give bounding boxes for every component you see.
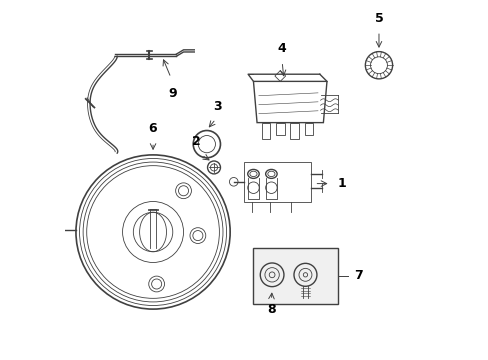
Bar — [244, 162, 310, 202]
Bar — [290, 123, 298, 139]
Text: 2: 2 — [191, 135, 200, 148]
Text: 6: 6 — [148, 122, 157, 135]
Text: 9: 9 — [168, 87, 177, 100]
Text: 1: 1 — [337, 177, 346, 190]
Text: 4: 4 — [277, 42, 286, 55]
Bar — [276, 123, 284, 135]
Text: 7: 7 — [353, 269, 362, 283]
Bar — [253, 248, 337, 304]
Bar — [261, 123, 270, 139]
Text: 5: 5 — [374, 13, 383, 26]
Bar — [304, 123, 313, 135]
Bar — [253, 248, 337, 304]
Text: 8: 8 — [266, 303, 275, 316]
Text: 3: 3 — [213, 100, 222, 113]
